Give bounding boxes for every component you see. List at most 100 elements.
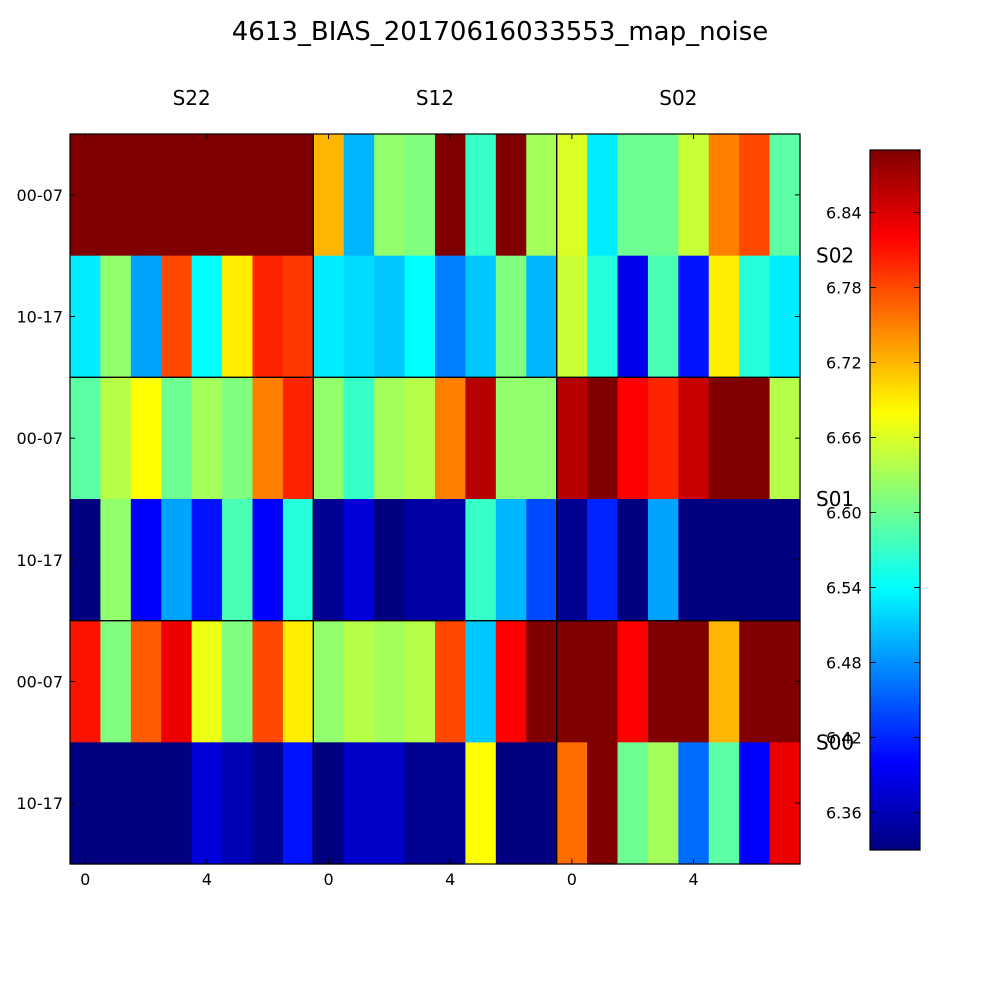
heatmap-cell <box>70 620 102 743</box>
heatmap-cell <box>374 620 406 743</box>
x-tick-label: 0 <box>567 870 577 889</box>
heatmap-cell <box>100 742 132 865</box>
heatmap-cell <box>617 742 649 865</box>
heatmap-cell <box>465 255 497 378</box>
heatmap-cell <box>435 620 467 743</box>
heatmap-cell <box>404 499 436 622</box>
heatmap-cell <box>587 134 619 257</box>
heatmap-cell <box>70 134 102 257</box>
heatmap-cell <box>708 620 740 743</box>
heatmap-cell <box>404 134 436 257</box>
heatmap-cell <box>282 377 314 500</box>
heatmap-cell <box>130 134 162 257</box>
heatmap-cell <box>556 134 588 257</box>
heatmap-cell <box>465 134 497 257</box>
heatmap-cell <box>252 620 284 743</box>
heatmap-cell <box>252 499 284 622</box>
heatmap-cell <box>739 134 771 257</box>
colorbar-tick-label: 6.42 <box>826 729 862 748</box>
colorbar-tick-label: 6.36 <box>826 804 862 823</box>
heatmap-cell <box>495 499 527 622</box>
heatmap-cell <box>587 620 619 743</box>
heatmap-cell <box>708 499 740 622</box>
heatmap-cell <box>587 499 619 622</box>
heatmap-cell <box>708 377 740 500</box>
heatmap-cell <box>556 377 588 500</box>
x-tick-label: 4 <box>202 870 212 889</box>
heatmap-cell <box>343 255 375 378</box>
y-tick-label: 10-17 <box>17 551 64 570</box>
heatmap-cell <box>70 742 102 865</box>
heatmap-cell <box>526 499 558 622</box>
colorbar-tick-label: 6.48 <box>826 654 862 673</box>
heatmap-cell <box>526 255 558 378</box>
x-tick-label: 0 <box>323 870 333 889</box>
heatmap-cell <box>435 499 467 622</box>
heatmap-cell <box>495 620 527 743</box>
heatmap-cell <box>404 255 436 378</box>
x-tick-label: 4 <box>445 870 455 889</box>
heatmap-cell <box>313 134 345 257</box>
heatmap-cell <box>495 377 527 500</box>
heatmap-cell <box>556 255 588 378</box>
heatmap-cell <box>191 134 223 257</box>
heatmap-cell <box>465 377 497 500</box>
colorbar-tick-label: 6.84 <box>826 204 862 223</box>
heatmap-cell <box>617 620 649 743</box>
y-tick-label: 00-07 <box>17 186 64 205</box>
heatmap-cell <box>70 255 102 378</box>
heatmap-cell <box>556 620 588 743</box>
heatmap-cell <box>374 742 406 865</box>
heatmap-cell <box>465 742 497 865</box>
heatmap-cell <box>191 620 223 743</box>
heatmap-cell <box>222 377 254 500</box>
heatmap-cell <box>100 134 132 257</box>
heatmap-cell <box>739 255 771 378</box>
colorbar-tick-label: 6.78 <box>826 279 862 298</box>
y-tick-label: 10-17 <box>17 308 64 327</box>
colorbar-tick-label: 6.60 <box>826 504 862 523</box>
heatmap-cell <box>282 742 314 865</box>
heatmap-cell <box>222 255 254 378</box>
heatmap-cell <box>130 377 162 500</box>
x-axis-ticks: 0 4 0 4 0 4 <box>80 134 699 889</box>
heatmap-cell <box>374 255 406 378</box>
heatmap-cell <box>587 255 619 378</box>
heatmap-cell <box>708 134 740 257</box>
heatmap-cell <box>161 134 193 257</box>
heatmap-cell <box>100 377 132 500</box>
heatmap-cell <box>708 742 740 865</box>
heatmap-cell <box>343 620 375 743</box>
heatmap-cell <box>70 499 102 622</box>
heatmap-cell <box>678 620 710 743</box>
heatmap-cell <box>495 742 527 865</box>
heatmap-cell <box>739 620 771 743</box>
heatmap-cell <box>313 377 345 500</box>
heatmap-cell <box>252 742 284 865</box>
heatmap-cell <box>678 255 710 378</box>
column-group-label: S22 <box>173 86 211 110</box>
heatmap-cell <box>495 134 527 257</box>
heatmap-cell <box>526 742 558 865</box>
colorbar-tick-label: 6.72 <box>826 354 862 373</box>
colorbar-tick-label: 6.66 <box>826 429 862 448</box>
heatmap-cell <box>708 255 740 378</box>
heatmap-cell <box>282 134 314 257</box>
colorbar-tick-label: 6.54 <box>826 579 862 598</box>
heatmap-cell <box>282 499 314 622</box>
heatmap-cell <box>161 377 193 500</box>
heatmap-cell <box>647 499 679 622</box>
heatmap-panel-borders <box>69 133 801 865</box>
heatmap-cell <box>374 499 406 622</box>
heatmap-cell <box>191 742 223 865</box>
y-tick-label: 00-07 <box>17 429 64 448</box>
heatmap-cell <box>343 742 375 865</box>
heatmap-cell <box>647 620 679 743</box>
heatmap-cell <box>130 620 162 743</box>
heatmap-cell <box>587 742 619 865</box>
heatmap-cell <box>495 255 527 378</box>
heatmap-cells <box>70 134 801 865</box>
x-tick-label: 0 <box>80 870 90 889</box>
heatmap-cell <box>130 499 162 622</box>
